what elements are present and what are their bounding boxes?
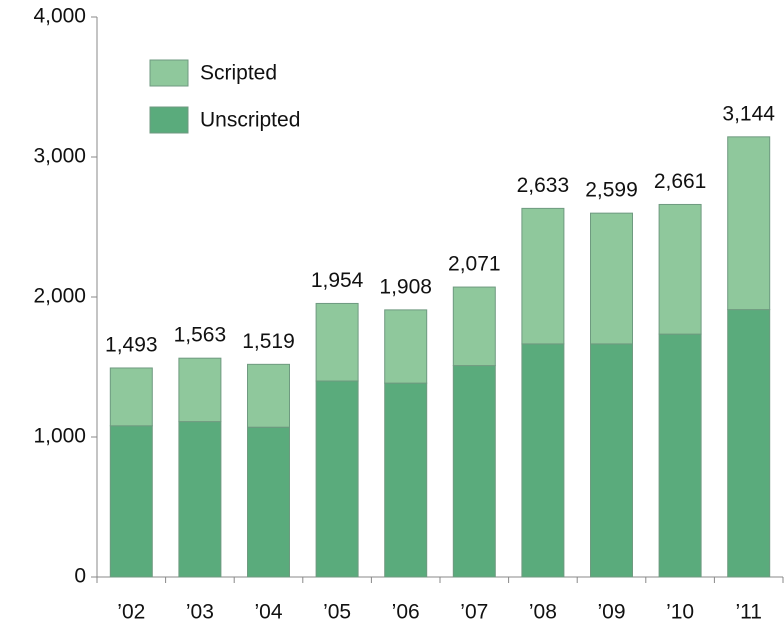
x-tick-label: ’07 [460,601,488,624]
bar-segment [178,421,222,578]
bar-segment [109,367,153,427]
y-tick-label: 2,000 [33,285,86,308]
bar-segment [452,286,496,367]
bar-segment [658,203,702,335]
x-tick-label: ’02 [117,601,145,624]
bar-segment [315,302,359,382]
x-tick-label: ’06 [392,601,420,624]
total-label: 2,071 [448,253,501,276]
bar-segment [452,365,496,578]
x-tick-label: ’08 [529,601,557,624]
bar-segment [521,207,565,345]
bar-segment [384,309,428,384]
bar-segment [247,426,290,578]
total-label: 3,144 [722,102,775,125]
y-tick-label: 4,000 [33,5,86,28]
total-label: 1,493 [105,334,158,357]
bar-segment [315,380,359,578]
x-tick-label: ’11 [735,601,761,624]
x-tick-label: ’09 [597,601,625,624]
y-tick-label: 0 [74,565,86,588]
total-label: 2,661 [654,170,707,193]
bar-segment [727,136,771,311]
bar-segment [384,382,428,578]
total-label: 1,954 [311,269,364,292]
total-label: 1,908 [379,275,432,298]
bar-segment [590,343,633,578]
x-tick-label: ’03 [186,601,214,624]
total-label: 1,563 [174,324,227,347]
total-label: 2,633 [517,174,570,197]
bar-segment [658,333,702,578]
bar-segment [521,343,565,578]
x-tick-label: ’05 [323,601,351,624]
x-tick-label: ’04 [254,601,282,624]
total-label: 1,519 [242,330,295,353]
bar-segment [727,309,771,578]
bar-segment [109,425,153,578]
y-tick-label: 3,000 [33,145,86,168]
legend-swatch [149,106,189,134]
bar-segment [590,212,633,345]
bar-segment [178,357,222,423]
legend-label: Scripted [200,62,277,85]
x-tick-label: ’10 [666,601,694,624]
legend-label: Unscripted [200,109,300,132]
total-label: 2,599 [585,179,638,202]
bar-segment [247,363,290,428]
legend-swatch [149,59,189,87]
y-tick-label: 1,000 [33,425,86,448]
